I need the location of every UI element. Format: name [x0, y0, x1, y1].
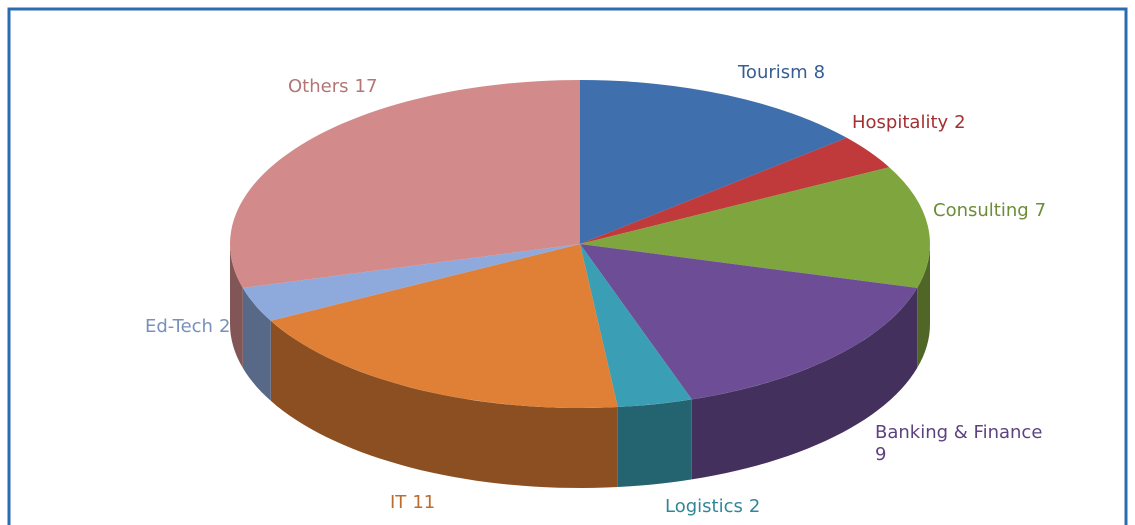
label-name: Consulting: [933, 200, 1029, 221]
slice-label: Ed-Tech 2: [145, 316, 230, 337]
label-value: 17: [355, 76, 378, 97]
label-value: 8: [814, 62, 825, 83]
slice-side: [691, 287, 918, 480]
slice-side: [270, 320, 618, 488]
slice-side: [230, 244, 243, 368]
label-value: 11: [412, 492, 435, 513]
label-name: Others: [288, 76, 349, 97]
label-name: IT: [390, 492, 407, 513]
slice-side: [917, 244, 930, 368]
label-name: Logistics: [665, 496, 743, 517]
slice-label: Logistics 2: [665, 496, 760, 517]
slice: [580, 244, 918, 400]
label-value: 7: [1035, 200, 1046, 221]
slice-side: [242, 287, 271, 401]
slice-label: Others 17: [288, 76, 377, 97]
label-name: Banking & Finance: [875, 422, 1042, 443]
slice: [580, 79, 847, 244]
slice: [242, 244, 581, 321]
label-name: Ed-Tech: [145, 316, 213, 337]
slice-label: Consulting 7: [933, 200, 1046, 221]
slice-label: Banking & Finance 9: [875, 422, 1042, 465]
label-value: 2: [954, 112, 965, 133]
label-value: 9: [875, 444, 886, 465]
slice: [270, 244, 618, 408]
slice: [580, 137, 890, 244]
slice-label: Hospitality 2: [852, 112, 966, 133]
label-value: 2: [749, 496, 760, 517]
slice-side: [617, 399, 692, 487]
slice-label: Tourism 8: [737, 62, 825, 83]
label-value: 2: [219, 316, 230, 337]
label-name: Hospitality: [852, 112, 949, 133]
slice-label: IT 11: [390, 492, 435, 513]
slice: [580, 244, 692, 407]
slice: [580, 167, 930, 288]
label-name: Tourism: [737, 62, 808, 83]
slice: [230, 80, 580, 288]
